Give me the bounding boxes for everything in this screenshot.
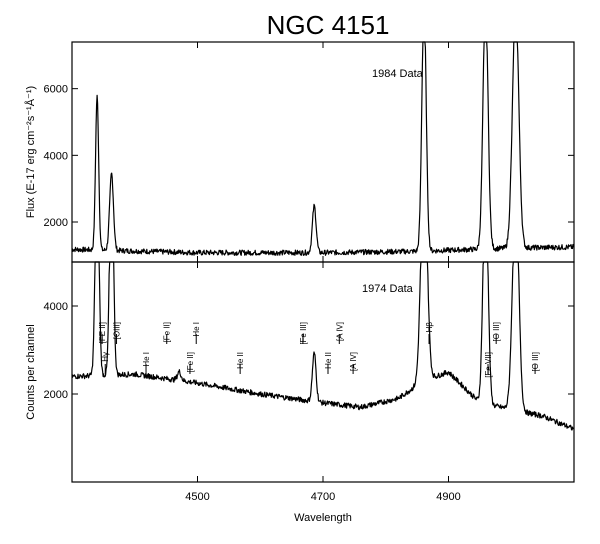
line-annotation: He I xyxy=(142,352,151,367)
top-panel: 1984 Data Flux (E-17 erg cm⁻²s⁻¹Å⁻¹) 200… xyxy=(24,41,575,263)
line-annotation: Hβ xyxy=(425,322,434,333)
y-tick-label: 2000 xyxy=(44,217,68,229)
line-annotation: [A IV] xyxy=(349,352,358,371)
spectrum-line-top xyxy=(71,41,575,256)
top-panel-frame xyxy=(71,41,575,263)
bottom-panel-frame xyxy=(71,261,575,483)
chart-title: NGC 4151 xyxy=(267,10,390,40)
y-tick-label: 6000 xyxy=(44,84,68,96)
line-annotation: [O III] xyxy=(531,352,540,372)
x-tick-label: 4700 xyxy=(311,491,335,503)
x-tick-label: 4500 xyxy=(185,491,209,503)
bottom-panel-label: 1974 Data xyxy=(362,283,414,295)
line-annotation: Hγ xyxy=(101,352,110,362)
line-annotation: [FE II] xyxy=(98,322,107,343)
spectrum-line-bottom xyxy=(71,261,574,431)
line-annotation: He II xyxy=(236,352,245,369)
line-annotation: [OIII] xyxy=(113,322,122,339)
line-annotation: [Fe II] xyxy=(186,352,195,372)
line-annotation: [A IV] xyxy=(335,322,344,341)
line-annotation: [O III] xyxy=(492,322,501,342)
y-tick-label: 4000 xyxy=(44,301,68,313)
x-axis-label: Wavelength xyxy=(294,512,352,524)
bottom-y-axis-label: Counts per channel xyxy=(25,324,37,419)
line-annotation: He II xyxy=(324,352,333,369)
top-y-axis-label: Flux (E-17 erg cm⁻²s⁻¹Å⁻¹) xyxy=(24,86,37,218)
x-tick-label: 4900 xyxy=(436,491,460,503)
y-tick-label: 4000 xyxy=(44,150,68,162)
line-annotation: [Fe II] xyxy=(163,322,172,342)
top-panel-label: 1984 Data xyxy=(372,68,424,80)
bottom-panel: 1974 Data Counts per channel Wavelength … xyxy=(25,261,575,524)
line-annotation: He I xyxy=(192,322,201,337)
line-annotation: [Fe VII] xyxy=(484,352,493,378)
y-tick-label: 2000 xyxy=(44,389,68,401)
line-annotation: [Fe III] xyxy=(299,322,308,345)
